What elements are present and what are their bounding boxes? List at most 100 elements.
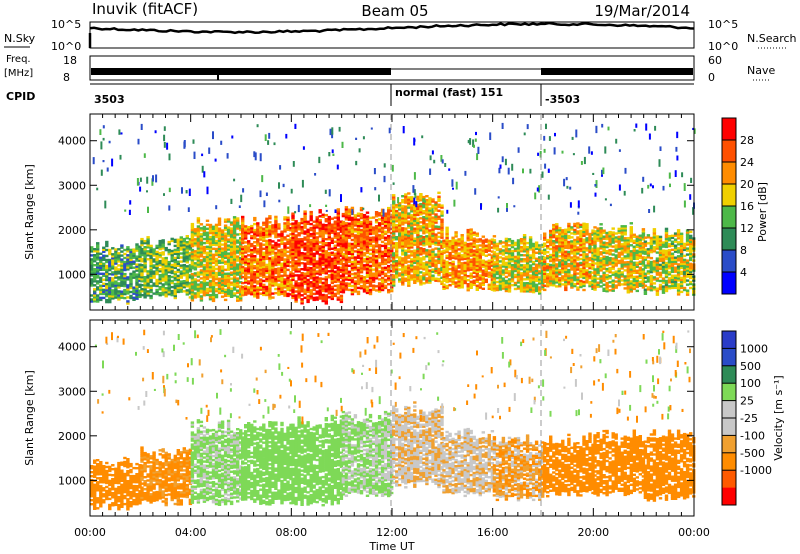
heatmap-cell	[498, 288, 503, 291]
heatmap-cell	[591, 277, 595, 280]
heatmap-cell	[318, 265, 322, 268]
heatmap-cell	[132, 262, 136, 265]
heatmap-cell	[294, 234, 298, 237]
heatmap-cell	[567, 228, 571, 232]
heatmap-cell	[392, 218, 396, 221]
heatmap-cell	[611, 263, 615, 266]
heatmap-cell	[297, 238, 301, 241]
heatmap-cell	[495, 246, 500, 250]
heatmap-cell	[377, 274, 382, 277]
heatmap-cell	[350, 220, 355, 224]
heatmap-cell	[531, 256, 536, 260]
heatmap-cell	[585, 271, 589, 274]
heatmap-cell	[425, 267, 429, 270]
heatmap-cell	[170, 271, 174, 275]
heatmap-cell	[96, 286, 100, 289]
heatmap-cell	[546, 255, 550, 258]
heatmap-cell	[353, 220, 358, 223]
heatmap-cell	[271, 274, 275, 277]
heatmap-cell	[336, 288, 340, 291]
heatmap-cell	[283, 254, 287, 257]
heatmap-cell	[469, 254, 473, 257]
heatmap-cell	[347, 288, 352, 292]
heatmap-cell	[475, 246, 479, 249]
heatmap-cell	[196, 229, 201, 232]
heatmap-cell	[387, 240, 391, 244]
heatmap-cell	[208, 227, 213, 231]
heatmap-cell	[392, 214, 396, 217]
heatmap-cell	[558, 259, 562, 262]
heatmap-cell	[519, 254, 524, 257]
heatmap-cell	[549, 281, 553, 285]
heatmap-cell	[161, 265, 165, 268]
heatmap-cell	[286, 294, 290, 298]
heatmap-cell	[451, 250, 455, 254]
heatmap-cell	[283, 252, 287, 255]
heatmap-cell	[226, 230, 231, 233]
heatmap-cell	[380, 228, 385, 232]
heatmap-cell	[271, 226, 275, 229]
heatmap-cell	[602, 271, 606, 274]
heatmap-cell	[359, 247, 364, 250]
heatmap-cell	[434, 227, 438, 230]
heatmap-cell	[549, 265, 553, 269]
freq-tick-bottom: 8	[63, 71, 70, 84]
heatmap-cell	[588, 244, 592, 248]
heatmap-cell	[434, 213, 438, 216]
heatmap-cell	[596, 237, 600, 240]
heatmap-cell	[309, 271, 313, 274]
heatmap-cell	[123, 284, 127, 288]
heatmap-cell	[377, 278, 382, 281]
heatmap-cell	[460, 250, 464, 253]
heatmap-cell	[297, 244, 301, 247]
heatmap-cell	[490, 272, 495, 275]
heatmap-cell	[383, 286, 388, 290]
heatmap-cell	[395, 217, 399, 221]
heatmap-cell	[525, 274, 530, 277]
heatmap-cell	[549, 231, 553, 235]
heatmap-cell	[294, 236, 298, 239]
heatmap-cell	[368, 276, 373, 280]
heatmap-cell	[481, 269, 485, 272]
heatmap-cell	[371, 280, 376, 283]
heatmap-cell	[599, 227, 603, 230]
heatmap-cell	[265, 221, 269, 224]
heatmap-cell	[611, 239, 615, 242]
heatmap-cell	[149, 288, 153, 292]
heatmap-cell	[188, 292, 193, 295]
heatmap-cell	[419, 237, 423, 240]
heatmap-cell	[256, 244, 260, 247]
heatmap-cell	[398, 220, 402, 223]
heatmap-cell	[380, 278, 385, 282]
heatmap-cell	[190, 283, 195, 286]
heatmap-cell	[205, 259, 210, 263]
heatmap-cell	[173, 252, 177, 256]
heatmap-cell	[498, 284, 503, 287]
heatmap-cell	[102, 254, 106, 257]
heatmap-cell	[253, 275, 257, 278]
heatmap-cell	[291, 240, 295, 243]
heatmap-cell	[211, 255, 216, 258]
heatmap-cell	[531, 290, 536, 294]
heatmap-cell	[214, 261, 219, 265]
heatmap-cell	[93, 284, 97, 287]
heatmap-cell	[190, 226, 195, 230]
heatmap-cell	[318, 261, 322, 264]
heatmap-cell	[140, 249, 144, 253]
heatmap-cell	[190, 228, 195, 232]
heatmap-cell	[419, 209, 423, 212]
heatmap-cell	[478, 264, 482, 267]
heatmap-cell	[229, 235, 234, 238]
heatmap-cell	[330, 285, 334, 289]
heatmap-cell	[289, 255, 293, 258]
heatmap-cell	[356, 212, 361, 215]
heatmap-cell	[413, 257, 417, 260]
heatmap-cell	[312, 274, 316, 277]
heatmap-cell	[140, 270, 144, 273]
heatmap-cell	[611, 235, 615, 238]
heatmap-cell	[356, 252, 361, 255]
heatmap-cell	[277, 267, 281, 270]
heatmap-cell	[404, 233, 408, 236]
heatmap-cell	[501, 285, 506, 288]
heatmap-cell	[336, 250, 340, 253]
